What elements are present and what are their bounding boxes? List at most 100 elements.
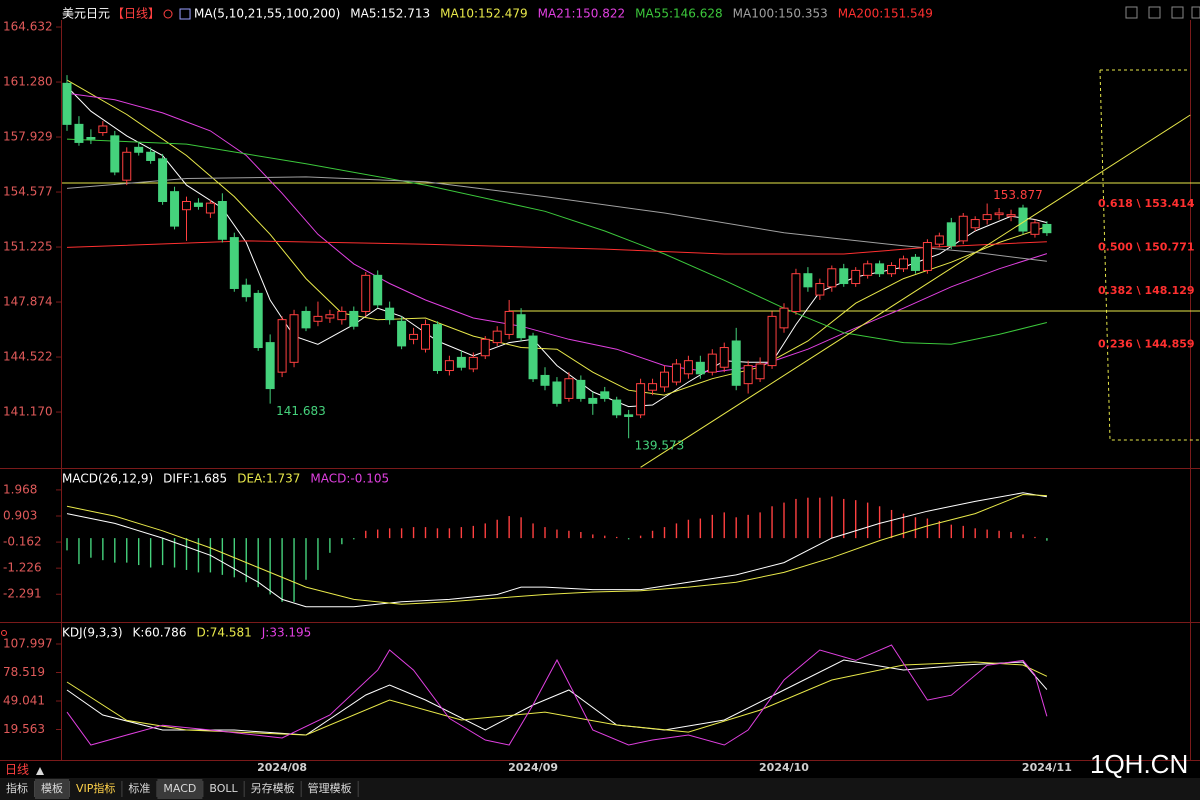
candle-body [444,360,454,372]
candle-body [158,158,168,202]
candle-body [205,202,215,214]
y-tick-label: 161.280 [3,75,53,89]
candle-body [385,307,395,321]
candle-body [1030,222,1040,235]
candle-body [946,222,956,247]
candle-body [839,268,849,285]
tab[interactable]: 指标 [0,779,35,799]
icon[interactable] [1191,6,1200,19]
price-annotation: 153.877 [993,188,1043,202]
legend-entry: MA21:150.822 [538,7,626,21]
tab[interactable]: BOLL [203,779,245,799]
ma-line [66,493,1047,605]
candle-body [564,378,574,399]
candle-body [528,335,538,380]
candle-body [624,414,634,417]
tab[interactable]: MACD [157,779,204,799]
candle-body [313,315,323,322]
candle-body [170,191,180,227]
tab-label[interactable]: MACD [163,782,196,795]
period-arrow[interactable] [36,767,44,775]
y-tick-label: 147.874 [3,295,53,309]
ma-line [66,138,1048,345]
y-tick-label: 0.903 [3,508,37,522]
candle-body [910,256,920,271]
candle-body [1018,207,1028,232]
candle-body [683,360,693,375]
tab[interactable]: 管理模板 [302,779,359,799]
candle-body [994,212,1004,216]
legend-entry: MA55:146.628 [635,7,723,21]
fib-level: 0.236 \ 144.859 [1098,338,1195,351]
add-icon [163,9,173,19]
tab-label[interactable]: VIP指标 [76,781,115,795]
indicator-title: KDJ(9,3,3) [62,626,123,640]
candle-body [504,310,514,335]
tab-bg [157,779,203,799]
candle-body [743,365,753,385]
fib-level: 0.618 \ 153.414 [1098,197,1195,210]
toolbar-icons [1125,6,1200,19]
y-tick-label: 157.929 [3,130,53,144]
x-tick-label: 2024/08 [257,761,307,774]
candle-body [934,235,944,245]
period-label[interactable]: 日线 [5,763,29,777]
candle-body [719,347,729,368]
candle-body [134,146,144,153]
y-tick-label: 141.170 [3,405,53,419]
candle-body [122,151,132,181]
price-annotation: 139.573 [635,439,685,453]
tab-label[interactable]: 模板 [41,781,63,795]
ma-line [66,492,1047,608]
fib-level: 0.500 \ 150.771 [1098,240,1195,253]
candle-body [671,363,681,383]
candle-body [468,356,478,370]
tab-label[interactable]: 另存模板 [251,781,295,795]
tab[interactable]: 标准 [122,779,158,799]
ma-line [66,79,1048,396]
candle-body [397,320,407,347]
y-tick-label: 151.225 [3,240,53,254]
panel-frame [0,20,1200,761]
tab[interactable]: 模板 [35,779,70,799]
x-tick-label: 2024/11 [1022,761,1072,774]
candle-body [146,151,156,161]
tab-label[interactable]: BOLL [209,782,238,795]
candle-body [648,383,658,391]
ma-line [66,240,1047,255]
icon[interactable] [1171,6,1184,19]
candle-body [74,123,84,143]
legend-entry: MA5:152.713 [350,7,430,21]
legend-entry: DIFF:1.685 [163,472,227,486]
tab[interactable]: 另存模板 [245,779,302,799]
candle-body [253,292,263,349]
tab-label[interactable]: 标准 [128,781,150,795]
icon[interactable] [1148,6,1161,19]
tab[interactable]: VIP指标 [70,779,123,799]
candle-body [803,273,813,288]
main-plot [62,75,1200,468]
candle-body [970,219,980,229]
candle-body [432,324,442,372]
candle-body [899,258,908,270]
candle-body [1042,223,1052,234]
candle-body [540,374,550,386]
candle-body [62,82,72,125]
candle-body [779,307,789,329]
tab-label[interactable]: 管理模板 [308,781,352,795]
candle-body [373,274,383,306]
candle-body [755,363,765,380]
candle-body [660,371,669,388]
candle-body [982,214,992,221]
candle-body [409,333,419,340]
legend-entry: MACD:-0.105 [310,472,389,486]
watermark: 1QH.CN [1090,749,1188,779]
legend-entry: D:74.581 [196,626,251,640]
candle-body [492,330,502,344]
icon[interactable] [1125,6,1138,19]
symbol: 美元日元 [62,7,110,21]
panel-icon [1,630,7,636]
tab-label[interactable]: 指标 [6,781,28,795]
